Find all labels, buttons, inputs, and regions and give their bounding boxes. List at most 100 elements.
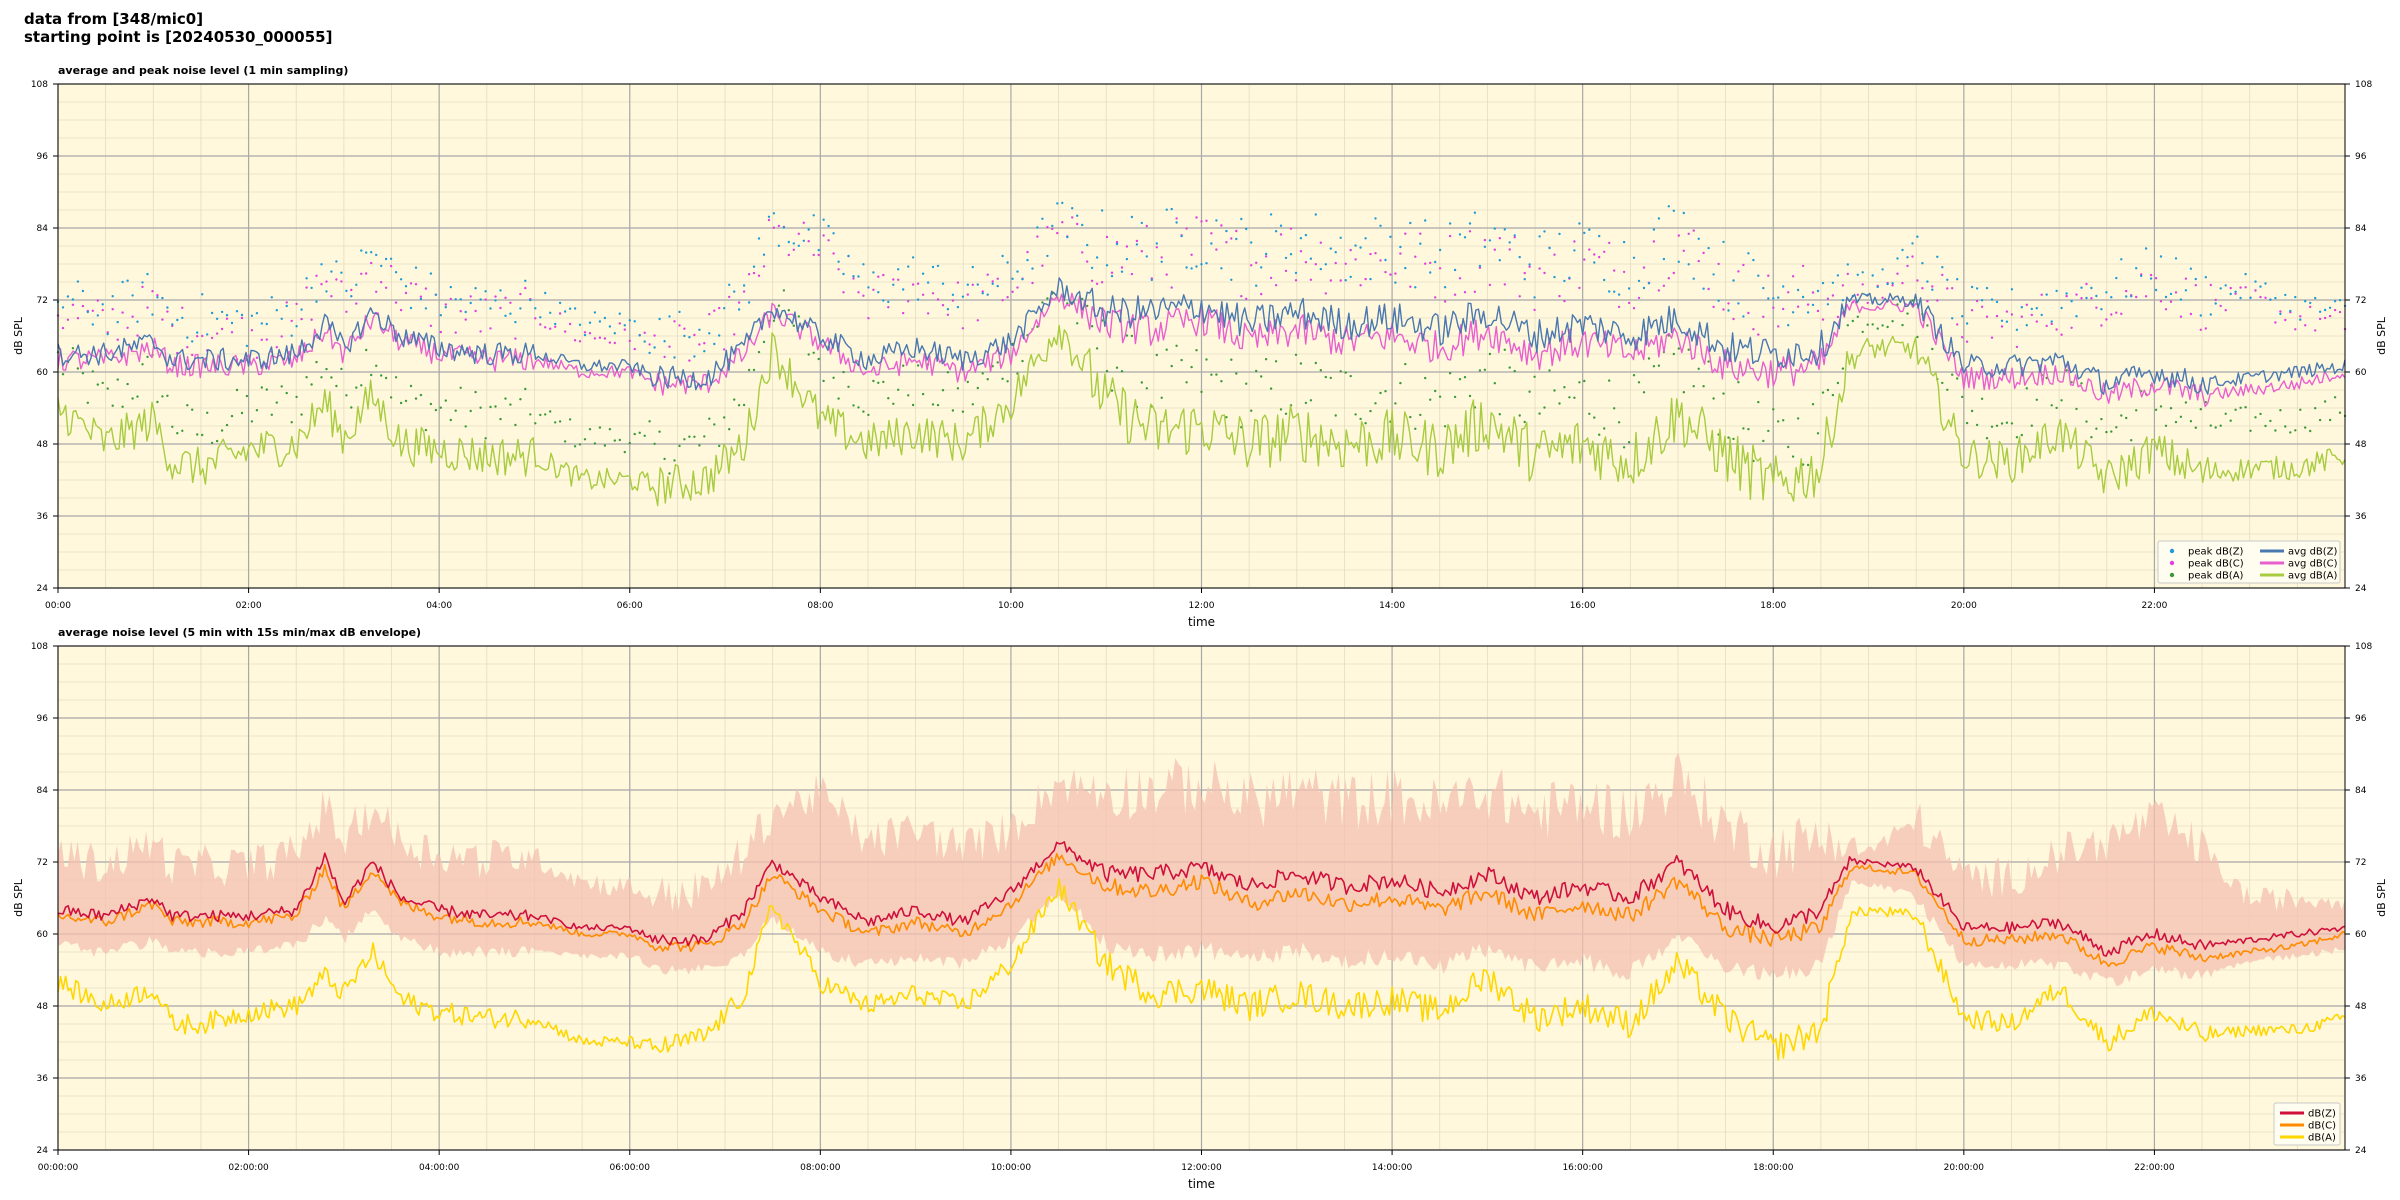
- data-point: [1379, 391, 1382, 395]
- data-point: [1578, 381, 1581, 384]
- data-point: [1767, 274, 1770, 277]
- data-point: [320, 263, 323, 266]
- chart-title: average noise level (5 min with 15s min/…: [58, 626, 421, 639]
- data-point: [1434, 389, 1437, 393]
- data-point: [1975, 423, 1979, 427]
- data-point: [2264, 424, 2267, 428]
- data-point: [2115, 276, 2118, 280]
- data-point: [742, 290, 746, 293]
- data-point: [1304, 401, 1308, 405]
- data-point: [1483, 238, 1487, 242]
- data-point: [305, 286, 308, 289]
- data-point: [305, 376, 308, 379]
- data-point: [1707, 246, 1710, 250]
- data-point: [1170, 364, 1173, 368]
- data-point: [434, 293, 438, 296]
- data-point: [1304, 261, 1308, 264]
- data-point: [718, 444, 721, 448]
- data-point: [375, 364, 378, 367]
- data-point: [1503, 348, 1507, 351]
- data-point: [1076, 222, 1079, 226]
- data-point: [1046, 226, 1049, 229]
- data-point: [1951, 317, 1954, 320]
- data-point: [2110, 313, 2113, 316]
- legend: peak dB(Z)peak dB(C)peak dB(A)avg dB(Z)a…: [2157, 540, 2341, 584]
- data-point: [1284, 256, 1288, 260]
- data-point: [931, 403, 935, 406]
- data-point: [1916, 335, 1919, 339]
- data-point: [2100, 308, 2103, 311]
- data-point: [2318, 317, 2322, 321]
- data-point: [1299, 237, 1303, 240]
- data-point: [146, 355, 149, 359]
- data-point: [2284, 318, 2287, 322]
- data-point: [245, 344, 249, 348]
- data-point: [1195, 349, 1198, 352]
- data-point: [2015, 345, 2019, 349]
- data-point: [136, 320, 139, 323]
- data-point: [554, 325, 557, 328]
- data-point: [1309, 257, 1313, 260]
- data-point: [1906, 264, 1909, 268]
- data-point: [2249, 429, 2252, 432]
- data-point: [693, 333, 696, 337]
- data-point: [817, 253, 820, 257]
- data-point: [1538, 235, 1541, 238]
- data-point: [2269, 419, 2272, 423]
- data-point: [1891, 284, 1894, 287]
- data-point: [1334, 251, 1337, 254]
- x-tick-label: 10:00:00: [991, 1163, 1032, 1173]
- data-point: [1782, 285, 1785, 288]
- data-point: [1399, 245, 1402, 249]
- data-point: [2159, 300, 2163, 303]
- data-point: [1443, 300, 1447, 303]
- data-point: [857, 275, 860, 278]
- data-point: [777, 244, 781, 247]
- data-point: [1090, 325, 1094, 328]
- data-point: [1662, 284, 1666, 287]
- y-axis-label-left: dB SPL: [12, 316, 25, 355]
- data-point: [678, 324, 681, 327]
- data-point: [2159, 405, 2163, 408]
- data-point: [1513, 236, 1516, 239]
- data-point: [1965, 322, 1969, 325]
- data-point: [1255, 284, 1258, 287]
- data-point: [931, 265, 935, 269]
- data-point: [1588, 228, 1591, 231]
- data-point: [1980, 299, 1984, 302]
- data-point: [902, 288, 905, 291]
- data-point: [116, 320, 119, 324]
- data-point: [892, 278, 895, 281]
- data-point: [1314, 361, 1318, 365]
- data-point: [469, 409, 472, 413]
- data-point: [1354, 413, 1357, 416]
- data-point: [648, 420, 651, 423]
- data-point: [1762, 286, 1765, 290]
- data-point: [2055, 406, 2058, 410]
- data-point: [2115, 426, 2118, 429]
- legend-label: dB(A): [2308, 1133, 2336, 1144]
- data-point: [1250, 241, 1253, 244]
- data-point: [633, 320, 636, 323]
- data-point: [1772, 408, 1775, 411]
- data-point: [1642, 391, 1646, 394]
- data-point: [822, 218, 825, 221]
- data-point: [787, 309, 790, 312]
- data-point: [156, 400, 159, 404]
- data-point: [2204, 276, 2207, 279]
- data-point: [2095, 294, 2098, 298]
- data-point: [1016, 270, 1019, 273]
- data-point: [1642, 266, 1646, 269]
- data-point: [1787, 291, 1790, 294]
- y-tick-label-left: 60: [37, 930, 49, 940]
- data-point: [648, 343, 651, 346]
- data-point: [345, 394, 348, 397]
- data-point: [1190, 365, 1193, 369]
- data-point: [116, 378, 119, 381]
- data-point: [225, 314, 229, 317]
- data-point: [1911, 242, 1914, 245]
- data-point: [2060, 399, 2063, 402]
- data-point: [951, 293, 955, 296]
- data-point: [1707, 360, 1710, 363]
- data-point: [136, 395, 139, 398]
